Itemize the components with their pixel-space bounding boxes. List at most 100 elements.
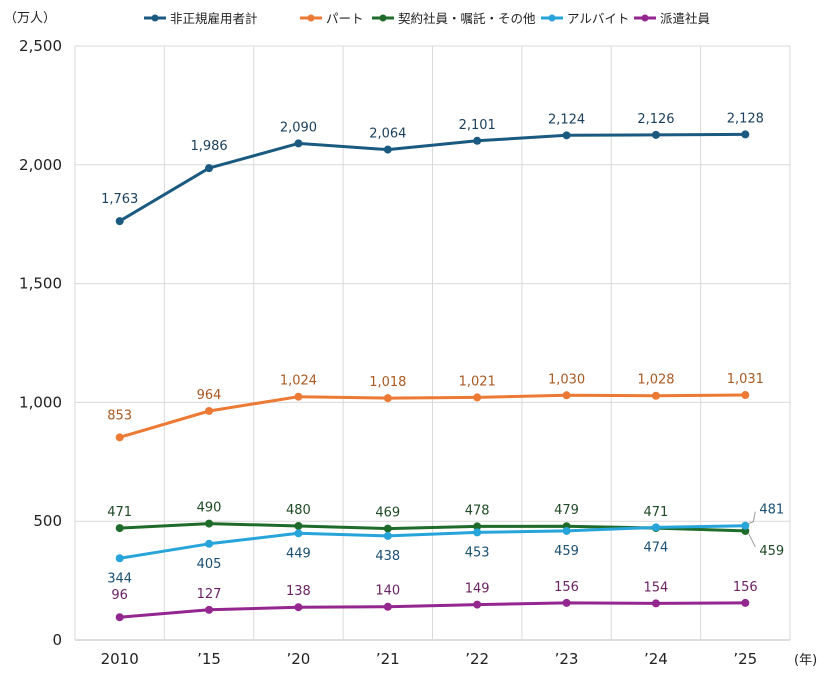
data-point xyxy=(383,531,392,540)
x-tick-label: ’15 xyxy=(197,650,221,668)
x-tick-label: ’21 xyxy=(376,650,400,668)
data-label: 2,101 xyxy=(459,118,496,133)
series-line xyxy=(118,132,746,223)
data-point xyxy=(473,528,482,537)
legend-swatch-marker xyxy=(379,14,387,22)
data-point xyxy=(205,406,214,415)
data-label: 474 xyxy=(644,540,669,555)
data-point xyxy=(651,391,660,400)
data-label: 127 xyxy=(197,587,222,602)
data-label: 1,763 xyxy=(101,192,138,207)
data-point xyxy=(741,391,750,400)
data-label: 1,031 xyxy=(727,372,764,387)
data-point xyxy=(741,521,750,530)
data-label: 1,021 xyxy=(459,374,496,389)
data-point xyxy=(473,522,482,531)
data-point xyxy=(562,131,571,140)
legend-label: パート xyxy=(326,11,364,26)
data-point xyxy=(473,600,482,609)
legend-label: アルバイト xyxy=(567,11,629,26)
y-axis-ticks: 0 500 1,000 1,500 2,000 2,500 xyxy=(19,37,62,649)
data-label: 1,018 xyxy=(369,375,406,390)
data-label: 1,986 xyxy=(190,139,227,154)
data-label: 1,028 xyxy=(637,373,674,388)
y-tick-label: 500 xyxy=(33,512,62,530)
data-point xyxy=(383,524,392,533)
x-axis-unit-label: (年) xyxy=(794,653,817,668)
data-point xyxy=(115,613,124,622)
legend-swatch-marker xyxy=(641,14,649,22)
data-point xyxy=(294,603,303,612)
data-point xyxy=(473,393,482,402)
data-label: 149 xyxy=(465,582,490,597)
legend-label: 派遣社員 xyxy=(660,11,711,26)
data-label: 156 xyxy=(733,580,758,595)
data-label: 453 xyxy=(465,545,490,560)
data-label: 2,090 xyxy=(280,120,317,135)
data-label: 2,128 xyxy=(727,111,764,126)
data-point xyxy=(115,554,124,563)
y-tick-label: 0 xyxy=(52,631,62,649)
legend-swatch-marker xyxy=(151,14,159,22)
legend: 非正規雇用者計 パート 契約社員・嘱託・その他 アルバイト 派遣社員 xyxy=(144,11,711,26)
data-label: 154 xyxy=(644,580,669,595)
series-line xyxy=(119,524,746,560)
data-point xyxy=(205,164,214,173)
y-tick-label: 1,500 xyxy=(19,275,62,293)
data-label: 964 xyxy=(197,388,222,403)
data-label: 1,024 xyxy=(280,374,317,389)
data-label: 2,124 xyxy=(548,112,585,127)
data-label: 479 xyxy=(554,503,579,518)
series-line xyxy=(119,601,746,619)
data-point xyxy=(473,136,482,145)
data-labels: 1,763 1,986 2,090 2,064 2,101 2,124 2,126 2,128… xyxy=(101,111,784,603)
data-point xyxy=(651,523,660,532)
series-line xyxy=(119,393,746,439)
data-label: 478 xyxy=(465,503,490,518)
data-label: 405 xyxy=(197,557,222,572)
data-label: 469 xyxy=(375,506,400,521)
y-tick-label: 1,000 xyxy=(19,393,62,411)
data-point xyxy=(205,519,214,528)
data-point xyxy=(115,217,124,226)
data-point xyxy=(205,605,214,614)
data-label: 459 xyxy=(554,544,579,559)
x-tick-label: ’25 xyxy=(733,650,757,668)
legend-swatch-marker xyxy=(307,14,315,22)
data-label: 344 xyxy=(107,571,132,586)
label-leader-line xyxy=(747,532,756,548)
data-label: 853 xyxy=(107,408,132,423)
x-tick-label: ’20 xyxy=(287,650,311,668)
data-label: 438 xyxy=(375,549,400,564)
y-axis-unit-label: （万人） xyxy=(4,11,56,26)
x-tick-label: ’22 xyxy=(465,650,489,668)
label-leader-line xyxy=(748,511,756,525)
data-label: 156 xyxy=(554,580,579,595)
legend-label: 契約社員・嘱託・その他 xyxy=(398,11,536,26)
x-tick-label: ’23 xyxy=(555,650,579,668)
x-tick-label: 2010 xyxy=(101,650,139,668)
data-point xyxy=(383,394,392,403)
data-point xyxy=(651,130,660,139)
data-point xyxy=(294,529,303,538)
y-tick-label: 2,500 xyxy=(19,37,62,55)
data-point xyxy=(205,539,214,548)
data-label: 140 xyxy=(375,584,400,599)
data-label: 490 xyxy=(197,501,222,516)
data-label: 138 xyxy=(286,584,311,599)
data-point xyxy=(562,526,571,535)
data-label: 96 xyxy=(111,588,128,603)
data-label: 2,064 xyxy=(369,127,406,142)
data-point xyxy=(651,599,660,608)
y-tick-label: 2,000 xyxy=(19,156,62,174)
data-point xyxy=(115,524,124,533)
data-label: 471 xyxy=(107,505,132,520)
legend-swatch-marker xyxy=(548,14,556,22)
data-point xyxy=(294,139,303,148)
data-point xyxy=(115,433,124,442)
data-point xyxy=(562,391,571,400)
data-label: 2,126 xyxy=(637,112,674,127)
data-point xyxy=(741,130,750,139)
data-point xyxy=(383,602,392,611)
